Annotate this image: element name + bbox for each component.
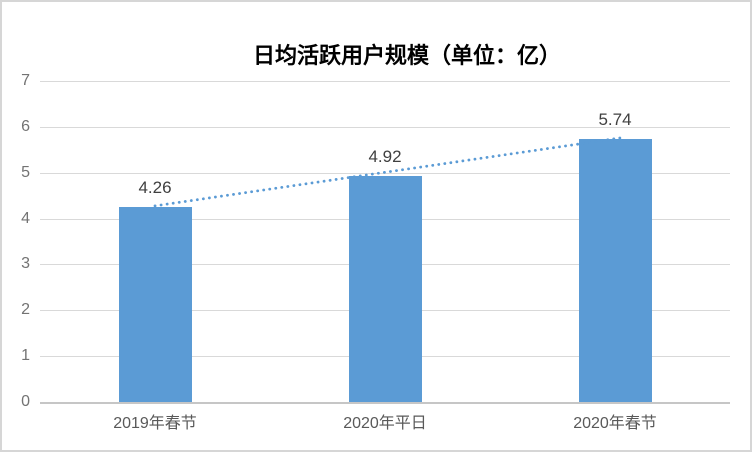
x-category-label: 2020年平日	[343, 415, 427, 432]
bar	[118, 206, 192, 402]
chart-title: 日均活跃用户规模（单位：亿）	[252, 43, 562, 68]
y-tick-label: 6	[21, 117, 30, 135]
y-tick-label: 2	[21, 301, 30, 319]
bar-value-label: 4.92	[368, 147, 402, 167]
y-tick-label: 0	[21, 393, 30, 410]
bar-value-label: 5.74	[598, 109, 632, 129]
x-axis-line	[40, 402, 730, 404]
gridline	[40, 126, 730, 128]
y-tick-label: 4	[21, 209, 30, 227]
y-tick-label: 3	[21, 255, 30, 273]
bar-value-label: 4.26	[138, 177, 172, 197]
x-category-label: 2020年春节	[573, 415, 657, 432]
y-tick-label: 7	[21, 72, 30, 89]
y-tick-label: 1	[21, 347, 30, 365]
x-category-label: 2019年春节	[113, 415, 197, 432]
bar	[348, 176, 422, 402]
gridline	[40, 81, 730, 82]
bar	[578, 138, 652, 402]
y-tick-label: 5	[21, 163, 30, 181]
